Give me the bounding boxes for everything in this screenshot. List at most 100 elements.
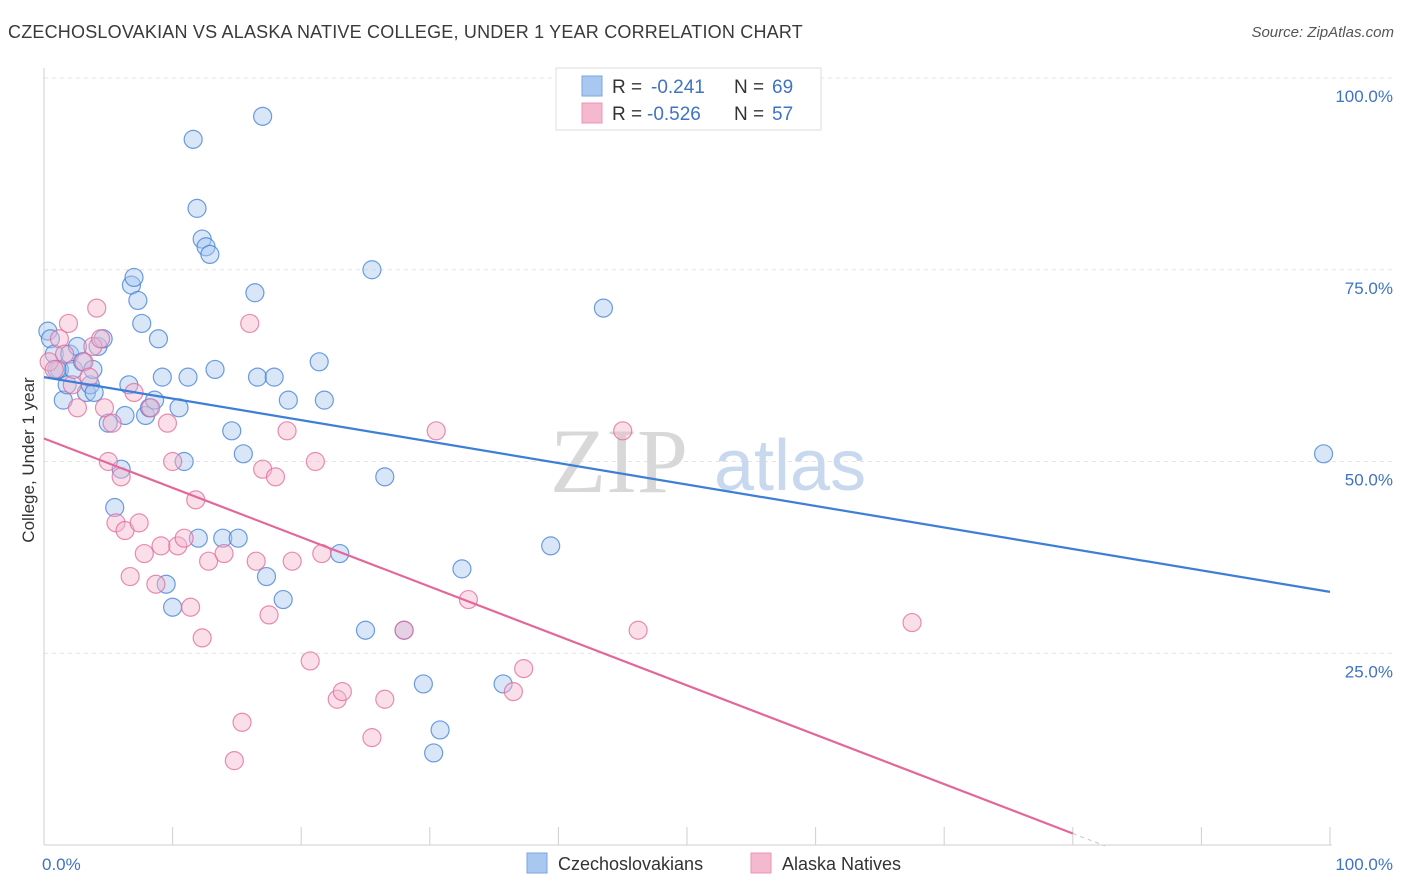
correlation-legend: R = -0.241 N = 69 R = -0.526 N = 57 <box>555 67 822 131</box>
point-1-37 <box>246 551 266 571</box>
point-0-21 <box>128 290 148 311</box>
point-1-8 <box>79 367 99 387</box>
point-1-22 <box>141 398 161 418</box>
point-1-10 <box>87 298 107 318</box>
y-axis-title: College, Under 1 year <box>19 377 38 543</box>
point-1-36 <box>240 313 260 334</box>
point-0-16 <box>105 497 125 518</box>
watermark-atlas: atlas <box>714 426 866 506</box>
legend-r-value-0: -0.241 <box>651 77 705 98</box>
point-1-18 <box>120 566 140 587</box>
point-1-29 <box>181 597 201 617</box>
x-tick-labels: 0.0% 100.0% <box>42 855 1393 874</box>
point-0-46 <box>264 367 284 387</box>
point-1-20 <box>129 513 149 533</box>
point-0-67 <box>314 390 334 410</box>
point-1-54 <box>514 658 534 679</box>
legend-r-value-1: -0.526 <box>647 104 701 125</box>
point-1-50 <box>394 620 414 640</box>
point-0-28 <box>156 574 176 594</box>
point-1-12 <box>94 398 115 418</box>
point-0-61 <box>593 298 614 318</box>
legend-n-value-0: 69 <box>772 77 793 98</box>
legend-n-label-1: N = <box>734 104 764 125</box>
axes <box>43 68 1332 846</box>
point-1-26 <box>163 451 183 472</box>
point-0-52 <box>355 620 376 640</box>
point-0-29 <box>163 597 183 617</box>
point-0-56 <box>424 743 444 763</box>
point-1-44 <box>305 451 325 472</box>
point-0-40 <box>222 421 242 441</box>
point-1-55 <box>613 421 633 441</box>
point-1-57 <box>902 612 922 633</box>
point-1-5 <box>62 375 82 395</box>
point-1-24 <box>151 536 171 556</box>
point-1-9 <box>83 336 103 357</box>
point-1-3 <box>54 344 75 364</box>
point-1-48 <box>362 728 382 748</box>
series-legend: Czechoslovakians Alaska Natives <box>526 852 901 874</box>
point-1-35 <box>232 712 252 732</box>
point-1-51 <box>426 421 446 441</box>
legend-r-label-1: R = <box>612 104 642 125</box>
legend-n-value-1: 57 <box>772 104 793 125</box>
point-0-37 <box>200 244 220 265</box>
point-0-44 <box>247 367 268 387</box>
point-0-39 <box>213 528 233 548</box>
series-alaska-natives <box>39 298 922 771</box>
grid-lines <box>44 77 1395 654</box>
point-0-26 <box>148 329 169 349</box>
point-0-59 <box>493 674 513 694</box>
x-tick-label-1: 100.0% <box>1335 855 1393 874</box>
point-1-27 <box>168 536 188 556</box>
point-1-39 <box>259 605 279 625</box>
bottom-legend-label-alaska-natives: Alaska Natives <box>782 854 901 874</box>
point-1-33 <box>214 543 234 564</box>
y-tick-label-1: 50.0% <box>1345 471 1393 490</box>
point-1-49 <box>375 689 395 709</box>
bottom-legend-swatch-alaska-natives <box>750 852 772 874</box>
point-1-34 <box>224 751 244 771</box>
point-1-28 <box>174 528 194 548</box>
point-1-56 <box>628 620 648 640</box>
point-0-53 <box>362 260 382 280</box>
point-0-43 <box>245 283 265 303</box>
point-0-66 <box>188 528 208 548</box>
watermark-zip: ZIP <box>550 410 688 512</box>
point-1-42 <box>282 551 302 571</box>
point-0-38 <box>205 359 225 380</box>
point-1-25 <box>157 413 178 433</box>
point-0-32 <box>178 367 198 387</box>
bottom-legend-swatch-czechoslovakians <box>526 852 548 874</box>
point-1-7 <box>74 352 94 372</box>
point-0-50 <box>309 352 329 372</box>
point-1-11 <box>90 329 111 349</box>
point-0-33 <box>183 129 203 149</box>
point-1-31 <box>192 628 212 648</box>
point-0-0 <box>38 321 58 341</box>
point-1-6 <box>67 398 88 418</box>
point-0-41 <box>228 528 248 548</box>
point-0-47 <box>273 589 293 610</box>
y-tick-label-2: 75.0% <box>1345 279 1393 298</box>
point-0-49 <box>253 106 273 126</box>
x-tick-label-0: 0.0% <box>42 855 81 874</box>
point-1-21 <box>134 543 154 564</box>
point-1-1 <box>44 359 64 380</box>
point-0-20 <box>124 267 144 288</box>
point-1-32 <box>199 551 219 571</box>
point-0-34 <box>187 198 207 218</box>
legend-r-label-0: R = <box>612 77 642 98</box>
trend-line-0 <box>43 376 1331 593</box>
point-1-41 <box>277 421 297 441</box>
point-0-42 <box>233 444 253 464</box>
point-0-62 <box>1313 444 1334 464</box>
point-0-22 <box>132 313 152 334</box>
point-0-31 <box>174 451 194 472</box>
point-1-2 <box>49 329 70 349</box>
point-0-27 <box>152 367 172 387</box>
y-tick-labels: 25.0% 50.0% 75.0% 100.0% <box>1335 87 1393 681</box>
y-tick-label-0: 25.0% <box>1345 662 1393 681</box>
point-0-48 <box>278 390 298 410</box>
